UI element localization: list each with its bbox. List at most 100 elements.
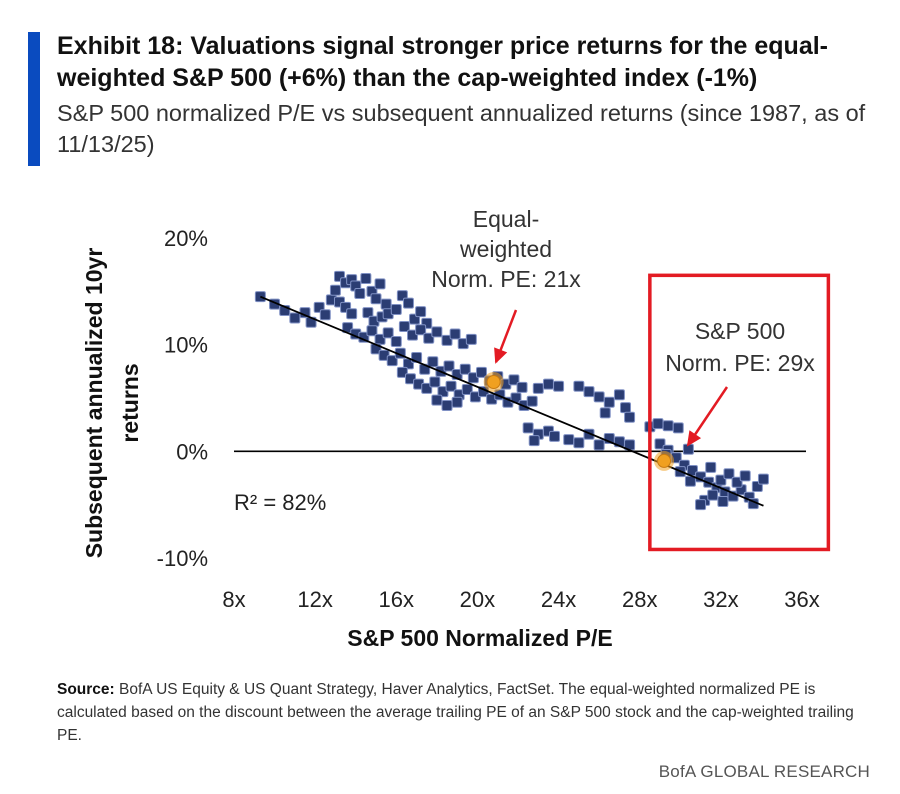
x-tick-label: 36x <box>784 587 819 612</box>
data-point <box>620 402 632 414</box>
data-point <box>599 407 611 419</box>
annotation-arrowhead <box>494 347 508 364</box>
data-point <box>421 382 433 394</box>
data-point <box>366 325 378 337</box>
data-point <box>386 355 398 367</box>
data-point <box>445 380 457 392</box>
exhibit-title: Exhibit 18: Valuations signal stronger p… <box>57 32 828 92</box>
data-point <box>731 476 743 488</box>
data-point <box>672 422 684 434</box>
highlight-points <box>483 372 675 471</box>
data-point <box>739 470 751 482</box>
data-point <box>370 293 382 305</box>
annotation-label-line: Norm. PE: 29x <box>665 350 815 376</box>
data-point <box>415 324 427 336</box>
annotation-arrowhead <box>686 430 702 447</box>
data-point <box>449 328 461 340</box>
x-tick-label: 8x <box>222 587 245 612</box>
y-tick-label: 0% <box>176 439 208 464</box>
data-point <box>532 382 544 394</box>
x-axis-label: S&P 500 Normalized P/E <box>347 625 612 651</box>
highlight-point <box>657 453 672 468</box>
annotation-label-line: S&P 500 <box>695 318 785 344</box>
annotation-label-line: Equal- <box>473 206 539 232</box>
annotation-arrows <box>494 309 729 447</box>
data-point <box>346 308 358 320</box>
data-point <box>603 396 615 408</box>
x-tick-label: 28x <box>622 587 657 612</box>
source-label: Source: <box>57 681 115 698</box>
data-point <box>516 381 528 393</box>
data-point <box>662 420 674 432</box>
x-tick-label: 24x <box>541 587 576 612</box>
scatter-points <box>254 270 769 511</box>
data-point <box>542 378 554 390</box>
y-tick-label: 10% <box>164 333 208 358</box>
data-point <box>522 422 534 434</box>
data-point <box>757 473 769 485</box>
data-point <box>705 461 717 473</box>
data-point <box>593 439 605 451</box>
data-point <box>593 391 605 403</box>
annotation-label-line: Norm. PE: 21x <box>431 266 581 292</box>
y-tick-label: 20% <box>164 226 208 251</box>
brand-footer: BofA GLOBAL RESEARCH <box>658 762 870 781</box>
x-tick-label: 32x <box>703 587 738 612</box>
data-point <box>583 386 595 398</box>
data-point <box>526 395 538 407</box>
data-point <box>508 374 520 386</box>
data-point <box>573 437 585 449</box>
trend-line <box>260 295 764 507</box>
data-point <box>390 303 402 315</box>
data-point <box>374 278 386 290</box>
data-point <box>390 335 402 347</box>
data-point <box>451 396 463 408</box>
data-point <box>717 495 729 507</box>
data-point <box>360 273 372 285</box>
data-point <box>654 438 666 450</box>
annotation-labels: Equal-weighted Norm. PE: 21x S&P 500 Norm. … <box>431 206 815 376</box>
y-tick-labels: 20% 10% 0% -10% <box>157 226 208 571</box>
data-point <box>319 309 331 321</box>
r-squared-label: R² = 82% <box>234 490 326 515</box>
data-point <box>354 287 366 299</box>
sp500-highlight-box <box>648 273 831 552</box>
data-point <box>715 474 727 486</box>
data-point <box>398 321 410 333</box>
data-point <box>415 306 427 318</box>
data-point <box>380 298 392 310</box>
data-point <box>396 366 408 378</box>
data-point <box>429 376 441 388</box>
data-point <box>329 284 341 296</box>
data-point <box>528 435 540 447</box>
annotation-label-line: weighted <box>459 236 552 262</box>
source-text: BofA US Equity & US Quant Strategy, Have… <box>57 681 854 744</box>
x-tick-label: 16x <box>379 587 414 612</box>
data-point <box>461 383 473 395</box>
data-point <box>553 380 565 392</box>
data-point <box>563 434 575 446</box>
x-tick-labels: 8x 12x 16x 20x 24x 28x 32x 36x <box>222 587 819 612</box>
highlight-point <box>486 375 501 389</box>
source-note: Source: BofA US Equity & US Quant Strate… <box>57 678 857 747</box>
data-point <box>723 468 735 480</box>
data-point <box>289 312 301 324</box>
data-point <box>427 356 439 368</box>
data-point <box>549 430 561 442</box>
data-point <box>613 389 625 401</box>
data-point <box>423 332 435 344</box>
data-point <box>362 307 374 319</box>
data-point <box>431 394 443 406</box>
title-accent-bar <box>28 32 40 166</box>
data-point <box>573 380 585 392</box>
y-axis-label-line1: Subsequent annualized 10yr <box>81 248 107 559</box>
data-point <box>431 326 443 338</box>
data-point <box>652 418 664 430</box>
data-point <box>459 363 471 375</box>
data-point <box>441 334 453 346</box>
y-tick-label: -10% <box>157 546 208 571</box>
data-point <box>382 327 394 339</box>
data-point <box>402 297 414 309</box>
data-point <box>441 399 453 411</box>
